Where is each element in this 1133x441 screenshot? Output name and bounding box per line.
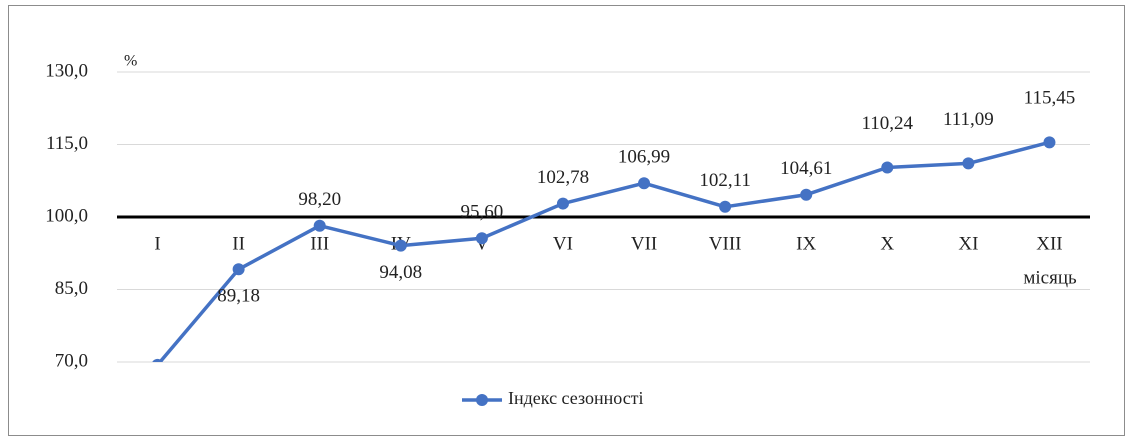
y-tick-label: 115,0 [46,133,88,154]
x-tick-label: XI [958,233,978,254]
chart-frame [8,5,1125,436]
data-point [719,200,732,213]
y-axis-label: % [124,53,137,70]
data-point [800,188,813,201]
x-axis-label: місяць [1023,267,1077,288]
y-tick-label: 70,0 [55,350,88,371]
data-label: 94,08 [379,262,422,283]
data-point [962,157,975,170]
x-tick-label: VIII [709,233,742,254]
data-point [556,197,569,210]
series [152,136,1056,362]
x-tick-label: I [154,233,160,254]
data-point [475,232,488,245]
data-point [313,219,326,232]
x-tick-label: X [880,233,894,254]
x-tick-label: VI [553,233,573,254]
data-label: 111,09 [943,109,994,130]
x-tick-label: III [310,233,329,254]
x-tick-label: II [232,233,245,254]
data-label: 98,20 [298,189,341,210]
legend-label: Індекс сезонності [508,388,644,408]
data-label: 102,11 [699,170,751,191]
x-tick-label: XII [1036,233,1062,254]
series-line [157,140,1050,362]
data-point [394,239,407,252]
legend-marker [476,394,488,406]
data-label: 110,24 [862,113,914,134]
data-label: 102,78 [537,167,589,188]
y-tick-label: 130,0 [45,60,88,81]
data-point [1043,136,1056,149]
data-point [152,358,163,362]
data-label: 104,61 [780,158,832,179]
data-point [881,161,894,174]
data-point [638,177,651,190]
x-tick-label: IX [796,233,816,254]
y-tick-label: 85,0 [55,278,88,299]
data-point [232,263,245,276]
data-label: 115,45 [1024,88,1076,109]
y-tick-label: 100,0 [45,205,88,226]
data-label: 89,18 [217,286,260,307]
x-tick-label: VII [631,233,657,254]
data-label: 106,99 [618,147,670,168]
data-label: 95,60 [461,202,504,223]
